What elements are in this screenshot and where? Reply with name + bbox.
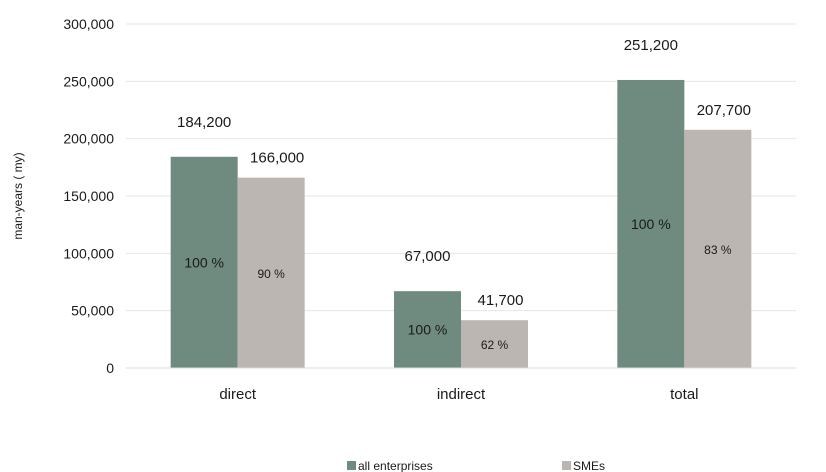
y-tick-label: 300,000 <box>63 16 114 32</box>
y-tick-label: 0 <box>106 360 114 376</box>
y-axis-ticks: 0 50,000 100,000 150,000 200,000 250,000 300,0… <box>63 16 114 376</box>
y-tick-label: 200,000 <box>63 131 114 147</box>
y-axis-label: man-years ( my) <box>11 152 25 239</box>
bar <box>170 156 238 368</box>
share-label: 100 % <box>631 216 671 232</box>
bar <box>237 177 305 368</box>
share-label: 90 % <box>257 267 285 281</box>
y-tick-label: 250,000 <box>63 73 114 89</box>
bars <box>170 79 752 368</box>
y-tick-label: 150,000 <box>63 188 114 204</box>
value-label: 184,200 <box>177 114 231 131</box>
share-label: 100 % <box>408 322 448 338</box>
share-label: 100 % <box>184 254 224 270</box>
legend-swatch <box>562 461 571 470</box>
x-category-label: indirect <box>437 386 486 403</box>
value-label: 251,200 <box>624 37 678 54</box>
bar <box>394 291 461 368</box>
data-labels: 184,200 100 % 166,000 90 % 67,000 100 % 41,700… <box>177 37 751 352</box>
legend: all enterprises SMEs <box>347 459 605 472</box>
bar <box>684 129 752 368</box>
value-label: 67,000 <box>405 248 451 265</box>
share-label: 62 % <box>481 338 509 352</box>
y-tick-label: 100,000 <box>63 245 114 261</box>
value-label: 166,000 <box>250 150 304 167</box>
value-label: 207,700 <box>697 102 751 119</box>
x-axis-categories: direct indirect total <box>219 386 698 403</box>
x-category-label: direct <box>219 386 257 403</box>
bar <box>461 320 528 368</box>
value-label: 41,700 <box>478 292 524 309</box>
legend-label: SMEs <box>573 459 605 472</box>
bar <box>617 79 685 368</box>
legend-label: all enterprises <box>358 459 433 472</box>
x-category-label: total <box>670 386 698 403</box>
y-tick-label: 50,000 <box>71 303 114 319</box>
legend-swatch <box>347 461 356 470</box>
share-label: 83 % <box>704 243 732 257</box>
